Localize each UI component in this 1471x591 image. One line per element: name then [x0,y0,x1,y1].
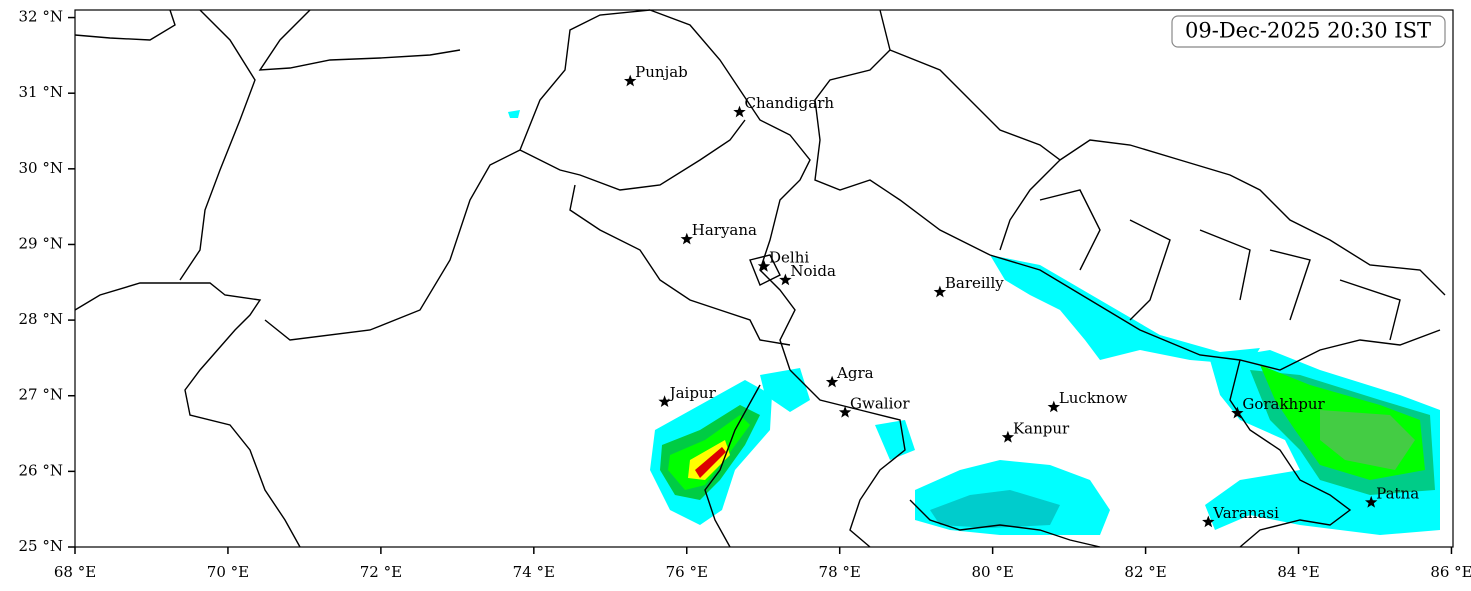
city-marker [1047,400,1060,413]
border-line [1039,189,1401,341]
border-line [519,119,746,191]
city-label: Delhi [769,248,809,266]
y-tick-label: 32 °N [19,8,63,26]
x-tick-label: 70 °E [207,563,249,581]
city-marker [624,74,637,87]
city-label: Noida [790,262,836,280]
border-line [649,9,811,371]
city-label: Bareilly [945,274,1004,292]
city-label: Gorakhpur [1242,395,1325,413]
x-tick-label: 76 °E [666,563,708,581]
city-marker [779,273,792,286]
y-tick-label: 25 °N [19,537,63,555]
border-line [814,9,1441,371]
x-tick-label: 84 °E [1277,563,1319,581]
y-tick-label: 28 °N [19,310,63,328]
rain-area [508,110,520,118]
city-label: Varanasi [1212,504,1279,522]
city-label: Punjab [635,63,688,81]
city-label: Chandigarh [745,94,835,112]
city-marker [825,375,839,388]
border-line [704,369,906,548]
city-marker [658,395,671,407]
y-tick-label: 26 °N [19,461,63,479]
city-marker [733,105,746,118]
city-label: Jaipur [668,384,717,402]
x-tick-label: 86 °E [1430,563,1471,581]
city-label: Kanpur [1013,419,1070,437]
city-label: Haryana [692,221,757,239]
timestamp-box [1171,15,1446,48]
city-label: Lucknow [1059,389,1128,407]
rain-area [875,420,915,460]
timestamp: 09-Dec-2025 20:30 IST [1185,19,1431,43]
city-label: Agra [836,364,874,382]
city-marker [1001,430,1015,443]
border-line [1059,139,1446,296]
city-marker [1231,406,1244,419]
x-tick-label: 72 °E [360,563,402,581]
y-tick-label: 30 °N [19,159,63,177]
city-label: Gwalior [850,394,910,412]
border-line [264,9,651,341]
border-line [749,254,781,286]
x-tick-label: 80 °E [971,563,1013,581]
x-tick-label: 82 °E [1124,563,1166,581]
precipitation [508,110,1440,535]
border-line [258,9,461,71]
borders [74,9,1446,548]
border-line [74,282,301,548]
y-tick-label: 29 °N [19,234,63,252]
rain-area [990,255,1260,365]
city-marker [757,259,771,272]
border-line [909,499,1101,548]
border-line [569,184,791,346]
y-tick-label: 31 °N [19,83,63,101]
y-tick-label: 27 °N [19,386,63,404]
rain-area [930,490,1060,528]
rain-area [1320,410,1415,470]
x-tick-label: 78 °E [819,563,861,581]
border-line [1229,359,1352,548]
x-tick-label: 68 °E [54,563,96,581]
border-line [889,49,1062,251]
city-marker [933,285,947,298]
city-label: Patna [1376,484,1419,502]
city-marker [1202,515,1215,528]
city-marker [1365,495,1378,508]
rain-area [695,447,726,478]
map-frame [74,9,1454,548]
border-line [74,9,256,281]
x-tick-label: 74 °E [513,563,555,581]
rain-area [760,368,810,412]
city-marker [838,405,852,418]
city-marker [680,232,693,245]
